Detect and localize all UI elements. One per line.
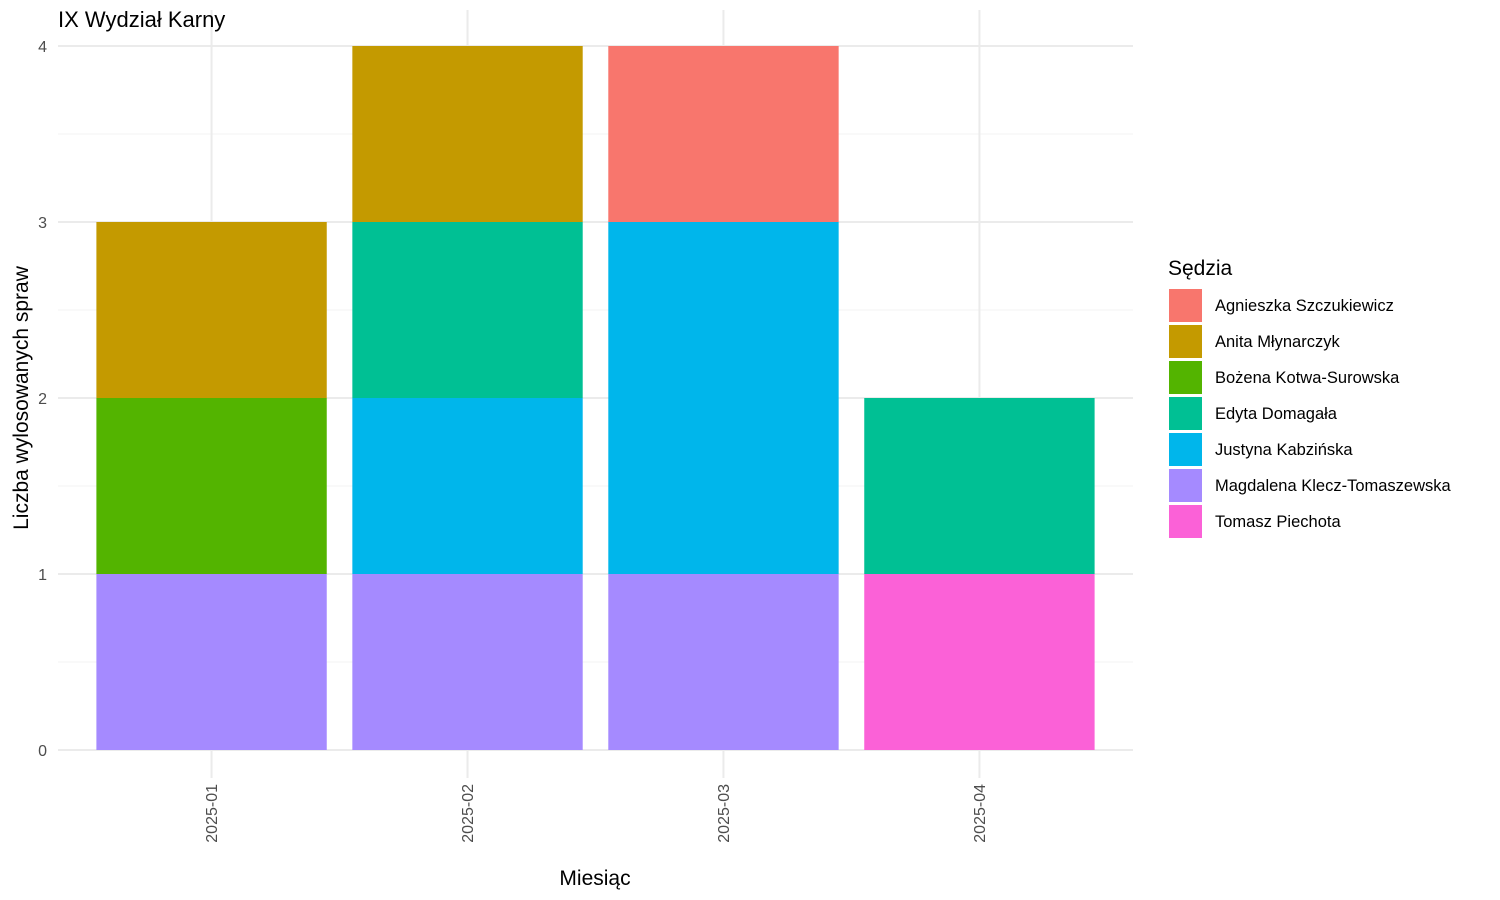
legend-key: [1169, 505, 1202, 538]
bar-segment: [352, 46, 583, 222]
x-tick-label: 2025-03: [716, 784, 733, 843]
legend-key: [1169, 361, 1202, 394]
bar-segment: [864, 574, 1095, 750]
y-tick-label: 3: [38, 215, 47, 232]
x-axis-title: Miesiąc: [559, 867, 630, 890]
legend-key: [1169, 325, 1202, 358]
legend-label: Edyta Domagała: [1215, 405, 1338, 423]
bar-segment: [864, 398, 1095, 574]
y-tick-label: 2: [38, 391, 47, 408]
bar-segment: [608, 222, 839, 574]
y-tick-label: 1: [38, 567, 47, 584]
bar-segment: [352, 222, 583, 398]
x-tick-label: 2025-04: [972, 784, 989, 843]
y-tick-label: 0: [38, 743, 47, 760]
y-axis-ticks: 0 1 2 3 4: [38, 39, 47, 760]
bar-segment: [608, 46, 839, 222]
legend-label: Tomasz Piechota: [1215, 513, 1341, 531]
legend: Sędzia Agnieszka Szczukiewicz Anita Młyna…: [1168, 257, 1452, 538]
legend-key: [1169, 469, 1202, 502]
bar-segment: [96, 574, 327, 750]
x-axis-ticks: 2025-01 2025-02 2025-03 2025-04: [204, 784, 989, 843]
chart-title: IX Wydział Karny: [58, 7, 225, 32]
legend-label: Agnieszka Szczukiewicz: [1215, 297, 1394, 315]
bar-segment: [96, 398, 327, 574]
legend-label: Magdalena Klecz-Tomaszewska: [1215, 477, 1452, 495]
legend-label: Bożena Kotwa-Surowska: [1215, 369, 1400, 387]
bar-segment: [352, 574, 583, 750]
x-tick-label: 2025-02: [460, 784, 477, 843]
y-axis-title: Liczba wylosowanych spraw: [10, 265, 33, 530]
legend-label: Anita Młynarczyk: [1215, 333, 1340, 351]
bar-segment: [352, 398, 583, 574]
bars: [96, 46, 1095, 750]
bar-segment: [96, 222, 327, 398]
legend-label: Justyna Kabzińska: [1215, 441, 1353, 459]
legend-key: [1169, 397, 1202, 430]
x-tick-label: 2025-01: [204, 784, 221, 843]
legend-key: [1169, 289, 1202, 322]
legend-title: Sędzia: [1168, 257, 1233, 280]
bar-segment: [608, 574, 839, 750]
y-tick-label: 4: [38, 39, 47, 56]
legend-key: [1169, 433, 1202, 466]
